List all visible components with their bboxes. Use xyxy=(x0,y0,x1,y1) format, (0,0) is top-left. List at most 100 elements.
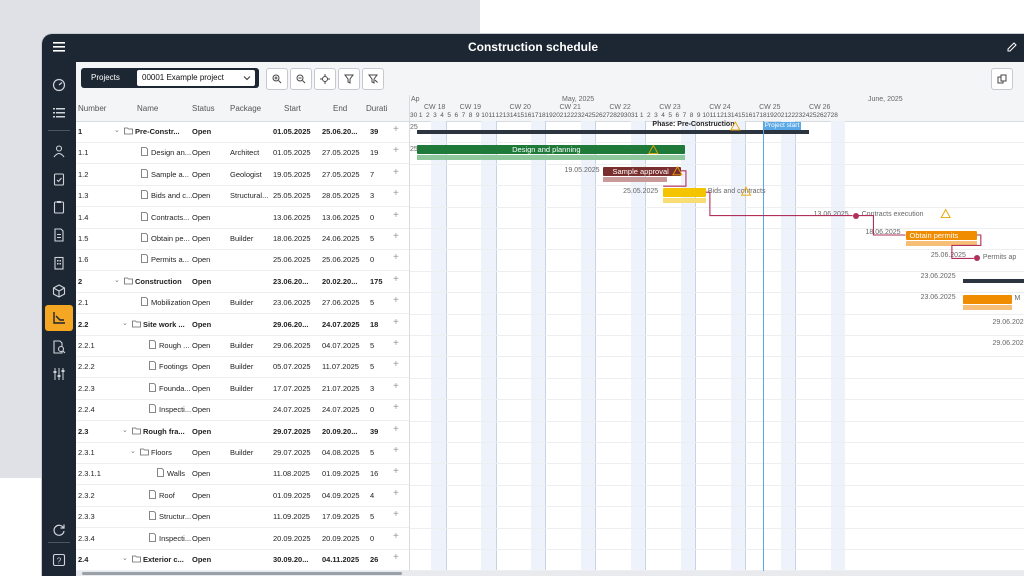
column-end[interactable]: End xyxy=(333,104,348,113)
gantt-chart-icon[interactable] xyxy=(52,311,66,325)
column-status[interactable]: Status xyxy=(192,104,215,113)
table-row[interactable]: 2.2.2 Footings Open Builder 05.07.2025 11.07.… xyxy=(76,356,409,379)
row-name: Sample a... xyxy=(151,169,189,179)
add-subtask-button[interactable]: + xyxy=(393,145,399,157)
table-row[interactable]: 2.3.2 Roof Open 01.09.2025 04.09.2025 4 + xyxy=(76,485,409,507)
table-row[interactable]: 1.6 Permits a... Open 25.06.2025 25.06.2025 0… xyxy=(76,249,409,272)
table-row[interactable]: 2.2.4 Inspecti... Open 24.07.2025 24.07.2025… xyxy=(76,399,409,422)
add-subtask-button[interactable]: + xyxy=(393,445,399,456)
add-subtask-button[interactable]: + xyxy=(393,316,399,328)
contracts-milestone[interactable] xyxy=(852,212,859,219)
dependency-arrow[interactable] xyxy=(951,234,982,259)
design-planning-bar[interactable]: Design and planning xyxy=(417,145,685,155)
project-dropdown[interactable]: 00001 Example project xyxy=(137,70,255,86)
permits-milestone[interactable] xyxy=(973,255,980,262)
add-subtask-button[interactable]: + xyxy=(393,124,399,135)
sliders-icon[interactable] xyxy=(52,367,66,381)
expand-caret-icon[interactable]: ⌄ xyxy=(122,319,128,327)
table-row[interactable]: 1 ⌄ Pre-Constr... Open 01.05.2025 25.06.20...… xyxy=(76,121,409,143)
add-subtask-button[interactable]: + xyxy=(393,402,399,414)
add-subtask-button[interactable]: + xyxy=(393,380,399,392)
add-subtask-button[interactable]: + xyxy=(393,273,399,285)
building-icon[interactable] xyxy=(52,256,66,270)
table-row[interactable]: 2.3.1.1 Walls Open 11.08.2025 01.09.2025 16 + xyxy=(76,463,409,486)
add-subtask-button[interactable]: + xyxy=(393,423,399,435)
edit-icon[interactable] xyxy=(1006,41,1018,53)
dependency-arrow[interactable] xyxy=(705,191,853,217)
construction-summary-bar[interactable] xyxy=(962,278,1024,283)
expand-caret-icon[interactable]: ⌄ xyxy=(122,426,128,434)
zoom-in-button[interactable] xyxy=(266,68,288,90)
clipboard-check-icon[interactable] xyxy=(52,172,66,186)
document-icon[interactable] xyxy=(52,228,66,242)
projects-label[interactable]: Projects xyxy=(91,73,120,82)
horizontal-scrollbar[interactable] xyxy=(76,571,1024,576)
add-subtask-button[interactable]: + xyxy=(393,166,399,178)
table-row[interactable]: 2.2.3 Founda... Open Builder 17.07.2025 21.07… xyxy=(76,378,409,400)
add-subtask-button[interactable]: + xyxy=(393,188,399,200)
dashboard-gauge-icon[interactable] xyxy=(52,78,66,92)
clear-filter-button[interactable] xyxy=(362,68,384,90)
add-subtask-button[interactable]: + xyxy=(393,295,399,307)
table-row[interactable]: 2.2 ⌄ Site work ... Open 29.06.20... 24.07.20… xyxy=(76,314,409,336)
expand-caret-icon[interactable]: ⌄ xyxy=(114,276,120,284)
table-row[interactable]: 2.3 ⌄ Rough fra... Open 29.07.2025 20.09.20..… xyxy=(76,421,409,443)
column-duration[interactable]: Durati xyxy=(366,104,388,113)
copy-button[interactable] xyxy=(991,68,1013,90)
table-row[interactable]: 1.2 Sample a... Open Geologist 19.05.2025 27.… xyxy=(76,164,409,186)
table-row[interactable]: 2.4 ⌄ Exterior c... Open 30.09.20... 04.11.20… xyxy=(76,549,409,571)
gantt-body[interactable]: Phase: Pre-Construction Project start 25 De… xyxy=(410,121,1024,571)
table-row[interactable]: 2.2.1 Rough ... Open Builder 29.06.2025 04.07… xyxy=(76,335,409,357)
add-subtask-button[interactable]: + xyxy=(393,552,399,563)
add-subtask-button[interactable]: + xyxy=(393,530,399,542)
cube-icon[interactable] xyxy=(52,284,66,298)
table-row[interactable]: 2.3.4 Inspecti... Open 20.09.2025 20.09.2025… xyxy=(76,528,409,550)
day-number: 6 xyxy=(454,112,459,119)
obtain-permits-bar[interactable]: Obtain permits xyxy=(905,231,977,240)
expand-caret-icon[interactable]: ⌄ xyxy=(130,448,136,455)
document-search-icon[interactable] xyxy=(52,340,66,354)
refresh-icon[interactable] xyxy=(52,523,66,537)
help-icon[interactable]: ? xyxy=(52,553,66,567)
table-row[interactable]: 1.5 Obtain pe... Open Builder 18.06.2025 24.0… xyxy=(76,228,409,250)
gantt-row-line xyxy=(410,185,1024,187)
add-subtask-button[interactable]: + xyxy=(393,509,399,521)
table-row[interactable]: 1.3 Bids and c... Open Structural... 25.05.2… xyxy=(76,185,409,208)
fit-view-button[interactable] xyxy=(314,68,336,90)
zoom-out-button[interactable] xyxy=(290,68,312,90)
add-subtask-button[interactable]: + xyxy=(393,231,399,242)
table-row[interactable]: 2.1 Mobilization Open Builder 23.06.2025 27.0… xyxy=(76,292,409,315)
row-number: 2.2.1 xyxy=(78,341,95,350)
add-subtask-button[interactable]: + xyxy=(393,338,399,349)
add-subtask-button[interactable]: + xyxy=(393,209,399,221)
sample-approval-bar[interactable]: Sample approval xyxy=(602,166,681,176)
column-name[interactable]: Name xyxy=(137,104,159,113)
table-row[interactable]: 2 ⌄ Construction Open 23.06.20... 20.02.20...… xyxy=(76,271,409,293)
hamburger-menu-icon[interactable] xyxy=(52,40,66,54)
dependency-arrow[interactable] xyxy=(663,170,687,187)
add-subtask-button[interactable]: + xyxy=(393,359,399,371)
add-subtask-button[interactable]: + xyxy=(393,252,399,264)
add-subtask-button[interactable]: + xyxy=(393,466,399,478)
column-number[interactable]: Number xyxy=(78,104,107,113)
column-start[interactable]: Start xyxy=(284,104,301,113)
table-row[interactable]: 1.1 Design an... Open Architect 01.05.2025 27… xyxy=(76,142,409,165)
add-subtask-button[interactable]: + xyxy=(393,487,399,499)
row-package: Builder xyxy=(230,362,254,372)
expand-caret-icon[interactable]: ⌄ xyxy=(122,555,128,562)
scrollbar-thumb[interactable] xyxy=(82,572,402,575)
list-icon[interactable] xyxy=(52,106,66,120)
column-package[interactable]: Package xyxy=(230,104,262,113)
table-row[interactable]: 1.4 Contracts... Open 13.06.2025 13.06.2025 0… xyxy=(76,207,409,229)
table-row[interactable]: 2.3.1 ⌄ Floors Open Builder 29.07.2025 04.08.2… xyxy=(76,442,409,464)
user-icon[interactable] xyxy=(52,144,66,158)
clipboard-icon[interactable] xyxy=(52,200,66,214)
dependency-arrow[interactable] xyxy=(858,215,906,236)
filter-button[interactable] xyxy=(338,68,360,90)
table-row[interactable]: 2.3.3 Structur... Open 11.09.2025 17.09.2025… xyxy=(76,506,409,529)
mobilization-bar[interactable] xyxy=(962,295,1013,305)
row-status: Open xyxy=(192,533,211,543)
expand-caret-icon[interactable]: ⌄ xyxy=(114,127,120,134)
phase-summary-bar[interactable] xyxy=(417,130,810,134)
bids-contracts-bar[interactable] xyxy=(663,188,706,198)
